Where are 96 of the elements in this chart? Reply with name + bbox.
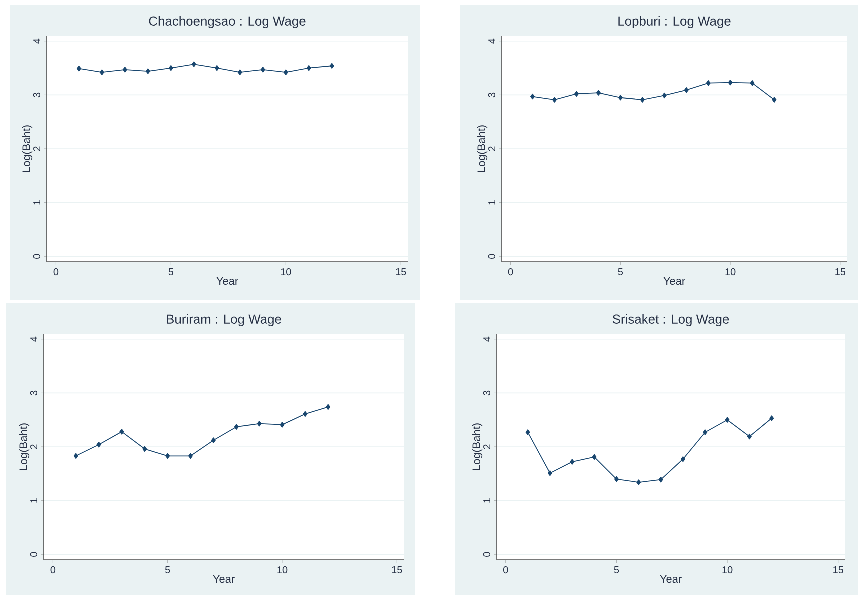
x-axis-title: Year — [660, 575, 682, 584]
x-tick-label: 5 — [614, 566, 620, 574]
x-tick-label: 5 — [168, 268, 174, 276]
point — [211, 438, 216, 444]
point — [772, 97, 777, 103]
chart-title: Lopburi : Log Wage — [618, 16, 731, 28]
point — [592, 454, 597, 460]
point — [770, 416, 774, 422]
x-tick-label: 0 — [503, 566, 508, 574]
x-tick-label: 10 — [281, 268, 292, 276]
point — [552, 97, 557, 103]
y-tick-label: 2 — [30, 444, 38, 450]
y-tick-label: 3 — [483, 390, 490, 396]
y-tick-label: 4 — [34, 38, 40, 44]
y-tick-label: 2 — [34, 146, 40, 152]
x-tick-label: 0 — [508, 268, 514, 276]
point — [238, 70, 242, 76]
x-tick-label: 15 — [834, 566, 844, 574]
y-tick-label: 4 — [484, 336, 490, 342]
point — [636, 480, 642, 486]
point — [192, 62, 196, 68]
point — [146, 68, 150, 74]
y-tick-label: 4 — [488, 38, 496, 44]
point — [306, 65, 312, 72]
chart-title: Chachoengsao : Log Wage — [149, 16, 306, 28]
y-tick-label: 2 — [488, 146, 496, 152]
point — [214, 65, 220, 72]
point — [747, 434, 752, 440]
point — [680, 456, 686, 462]
point — [618, 95, 623, 101]
x-tick-label: 5 — [165, 566, 170, 574]
point — [100, 70, 104, 76]
y-tick-label: 1 — [488, 200, 496, 205]
point — [574, 91, 579, 97]
point — [640, 97, 645, 103]
point — [168, 65, 174, 72]
x-axis-title: Year — [213, 575, 235, 584]
point — [548, 470, 552, 476]
point — [188, 453, 194, 459]
point — [530, 94, 536, 100]
point — [703, 430, 708, 436]
x-tick-label: 15 — [836, 268, 846, 276]
point — [260, 67, 266, 73]
point — [257, 421, 262, 427]
y-tick-label: 1 — [34, 200, 40, 205]
y-axis-title: Log(Baht) — [472, 424, 483, 470]
x-tick-label: 5 — [618, 268, 624, 276]
point — [706, 80, 711, 86]
y-axis-title: Log(Baht) — [22, 126, 33, 172]
y-axis-title: Log(Baht) — [477, 126, 488, 172]
point — [303, 411, 308, 418]
point — [330, 63, 334, 69]
point — [284, 70, 288, 76]
point — [96, 442, 102, 448]
point — [662, 92, 667, 99]
x-tick-label: 10 — [278, 566, 288, 574]
point — [326, 404, 331, 410]
x-tick-label: 0 — [54, 268, 59, 276]
x-axis-title: Year — [216, 277, 238, 286]
point — [684, 87, 689, 94]
y-tick-label: 3 — [30, 390, 38, 396]
point — [596, 90, 601, 96]
y-tick-label: 1 — [30, 498, 38, 503]
x-tick-label: 10 — [722, 566, 733, 574]
point — [526, 430, 530, 436]
point — [570, 459, 575, 465]
point — [280, 422, 285, 428]
y-axis-title: Log(Baht) — [19, 424, 30, 470]
point — [750, 80, 755, 86]
point — [728, 80, 733, 86]
x-axis-title: Year — [664, 277, 686, 286]
point — [142, 446, 148, 452]
x-tick-label: 15 — [392, 566, 402, 574]
point — [234, 424, 239, 430]
point — [658, 476, 664, 483]
x-tick-label: 15 — [396, 268, 406, 276]
y-tick-label: 0 — [33, 254, 40, 259]
y-tick-label: 3 — [33, 92, 40, 98]
point — [76, 66, 82, 72]
y-tick-label: 2 — [484, 444, 490, 450]
chart-title: Srisaket : Log Wage — [612, 314, 730, 327]
point — [166, 453, 170, 459]
point — [614, 476, 619, 482]
y-tick-label: 0 — [30, 552, 38, 557]
y-tick-label: 4 — [30, 336, 38, 342]
chart-title: Buriram : Log Wage — [167, 314, 282, 327]
y-tick-label: 0 — [488, 254, 496, 259]
point — [725, 417, 730, 423]
point — [122, 67, 128, 73]
point — [120, 429, 124, 435]
y-tick-label: 0 — [483, 552, 490, 557]
x-tick-label: 0 — [50, 566, 56, 574]
point — [74, 453, 78, 459]
y-tick-label: 1 — [484, 498, 490, 503]
x-tick-label: 10 — [726, 268, 736, 276]
y-tick-label: 3 — [488, 92, 496, 98]
